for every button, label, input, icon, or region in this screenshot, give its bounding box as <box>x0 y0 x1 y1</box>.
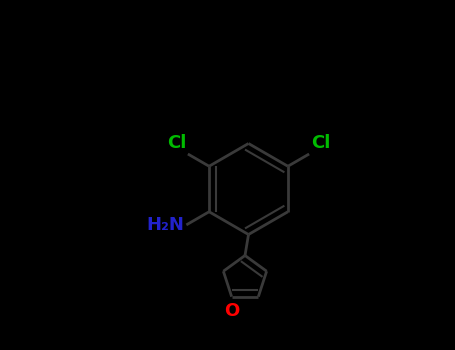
Text: O: O <box>224 302 239 320</box>
Text: Cl: Cl <box>311 134 330 152</box>
Text: Cl: Cl <box>167 134 186 152</box>
Text: H₂N: H₂N <box>147 216 185 234</box>
